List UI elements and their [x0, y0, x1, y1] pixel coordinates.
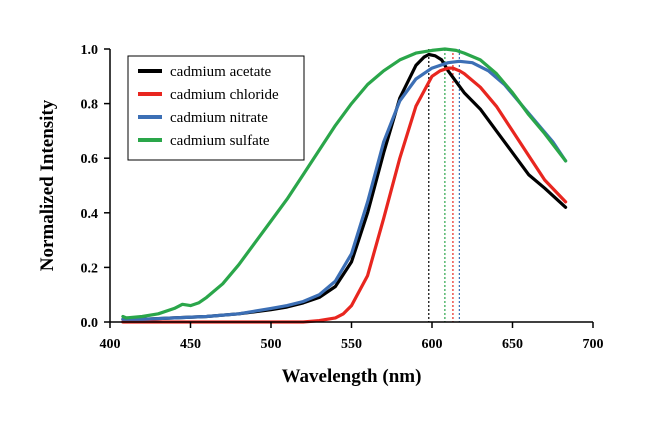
- x-tick-label: 500: [261, 337, 282, 352]
- legend-label: cadmium sulfate: [170, 133, 270, 149]
- x-tick-label: 700: [583, 337, 604, 352]
- series-line-cadmium-chloride: [121, 66, 568, 324]
- series-lines: [121, 47, 568, 324]
- x-axis-title: Wavelength (nm): [282, 366, 422, 387]
- legend-label: cadmium acetate: [170, 64, 272, 80]
- ticks: 400 450 500 550 600 650 700 0.0 0.2 0.4 0.6 0.8 1.0: [81, 43, 604, 352]
- y-tick-label: 0.6: [81, 152, 99, 167]
- peak-marker-lines: [428, 49, 460, 322]
- x-tick-label: 650: [502, 337, 523, 352]
- x-tick-label: 400: [100, 337, 121, 352]
- y-tick-label: 1.0: [81, 43, 99, 58]
- y-tick-label: 0.2: [81, 261, 99, 276]
- y-axis-title: Normalized Intensity: [37, 99, 58, 271]
- x-tick-label: 600: [422, 337, 443, 352]
- series-line-cadmium-sulfate: [121, 47, 568, 320]
- y-tick-label: 0.4: [81, 207, 99, 222]
- legend-label: cadmium chloride: [170, 87, 279, 103]
- y-tick-label: 0.8: [81, 98, 99, 113]
- x-tick-label: 550: [341, 337, 362, 352]
- legend-label: cadmium nitrate: [170, 110, 268, 126]
- legend: cadmium acetate cadmium chloride cadmium n…: [127, 55, 305, 161]
- y-tick-label: 0.0: [81, 316, 99, 331]
- x-tick-label: 450: [180, 337, 201, 352]
- legend-box: [127, 55, 305, 161]
